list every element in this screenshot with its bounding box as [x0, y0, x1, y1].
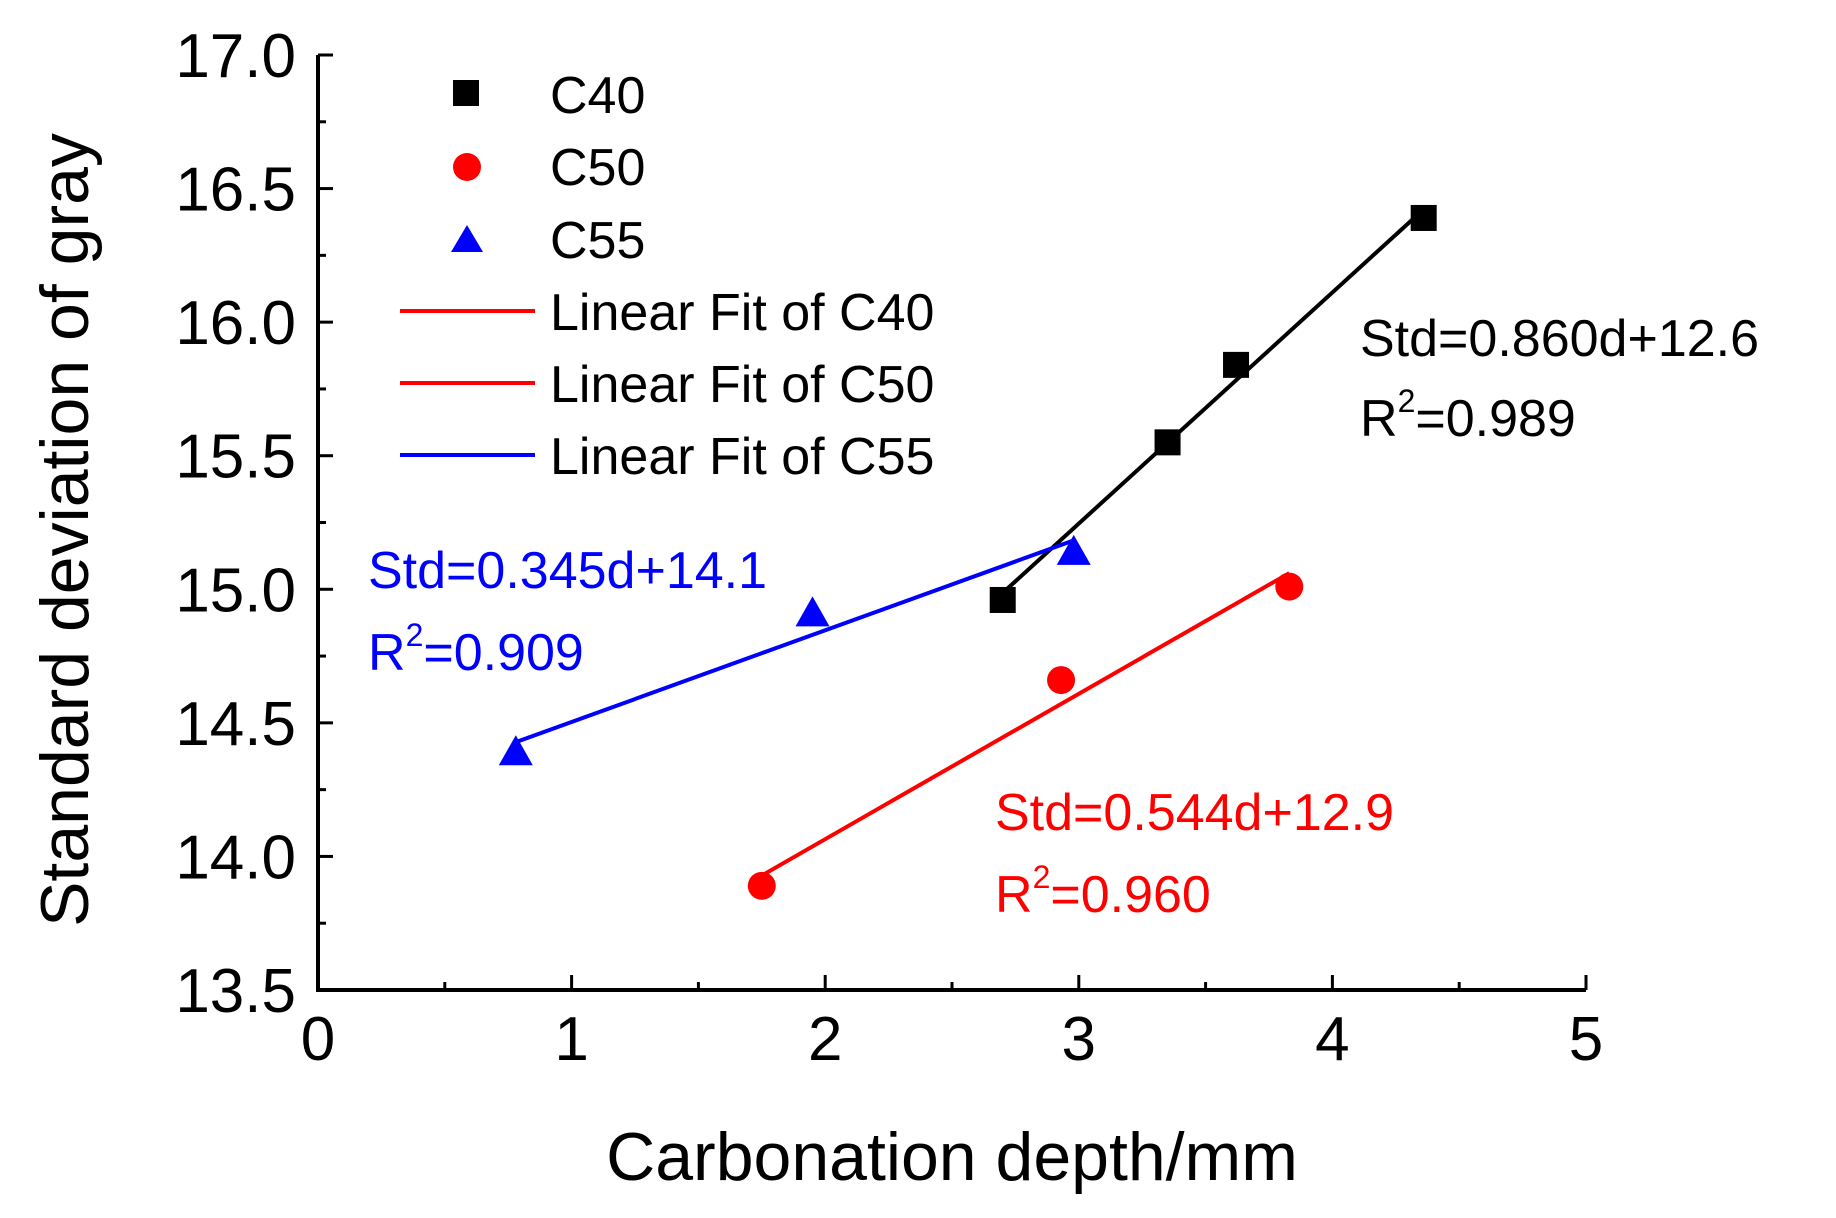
x-tick-label: 1 [554, 1005, 588, 1074]
fit-line-c40 [1001, 207, 1426, 595]
annotation-c50: Std=0.544d+12.9 R2=0.960 [995, 784, 1394, 924]
y-tick-label: 16.0 [175, 289, 296, 358]
annotation-c40: Std=0.860d+12.6 R2=0.989 [1360, 310, 1759, 448]
y-tick-label: 13.5 [175, 957, 296, 1026]
legend: C40 C50 C55 Linear Fit of C40 Linear Fit… [400, 67, 934, 486]
legend-label-c50: C50 [550, 139, 645, 197]
y-tick-labels: 13.5 14.0 14.5 15.0 15.5 16.0 16.5 17.0 [175, 22, 296, 1026]
equation-c50: Std=0.544d+12.9 [995, 784, 1394, 842]
fit-line-c55 [515, 538, 1075, 745]
x-tick-labels: 0 1 2 3 4 5 [301, 1005, 1603, 1074]
y-tick-label: 14.0 [175, 823, 296, 892]
fit-lines [515, 207, 1426, 878]
y-tick-label: 16.5 [175, 156, 296, 225]
point-c50 [1047, 666, 1076, 695]
x-tick-label: 5 [1569, 1005, 1603, 1074]
legend-marker-c40 [453, 80, 479, 106]
y-axis-title: Standard deviation of gray [27, 133, 103, 927]
point-c40 [989, 586, 1016, 613]
legend-label-fit-c40: Linear Fit of C40 [550, 284, 934, 342]
x-tick-label: 0 [301, 1005, 335, 1074]
point-c50 [1275, 572, 1304, 601]
x-tick-label: 4 [1315, 1005, 1349, 1074]
y-tick-label: 17.0 [175, 22, 296, 91]
legend-label-c40: C40 [550, 67, 645, 125]
y-tick-label: 14.5 [175, 690, 296, 759]
r2-c40: R2=0.989 [1360, 383, 1576, 448]
point-c40 [1223, 351, 1250, 378]
point-c55 [498, 735, 533, 766]
r2-c50: R2=0.960 [995, 859, 1211, 924]
legend-marker-c50 [453, 153, 481, 181]
y-tick-label: 15.0 [175, 556, 296, 625]
y-tick-label: 15.5 [175, 423, 296, 492]
x-axis-title: Carbonation depth/mm [606, 1119, 1298, 1195]
point-c55 [1056, 534, 1091, 565]
x-tick-label: 2 [808, 1005, 842, 1074]
legend-marker-c55 [451, 225, 483, 252]
r2-c55: R2=0.909 [368, 617, 584, 682]
fit-line-c50 [760, 571, 1291, 878]
equation-c40: Std=0.860d+12.6 [1360, 310, 1759, 368]
point-c55 [795, 596, 830, 627]
data-markers [498, 204, 1437, 900]
point-c40 [1410, 204, 1437, 231]
annotation-c55: Std=0.345d+14.1 R2=0.909 [368, 542, 767, 682]
point-c40 [1154, 429, 1181, 456]
legend-label-c55: C55 [550, 212, 645, 270]
axis-ticks [316, 53, 1588, 992]
equation-c55: Std=0.345d+14.1 [368, 542, 767, 600]
x-tick-label: 3 [1062, 1005, 1096, 1074]
legend-label-fit-c55: Linear Fit of C55 [550, 428, 934, 486]
legend-label-fit-c50: Linear Fit of C50 [550, 356, 934, 414]
point-c50 [747, 871, 776, 900]
